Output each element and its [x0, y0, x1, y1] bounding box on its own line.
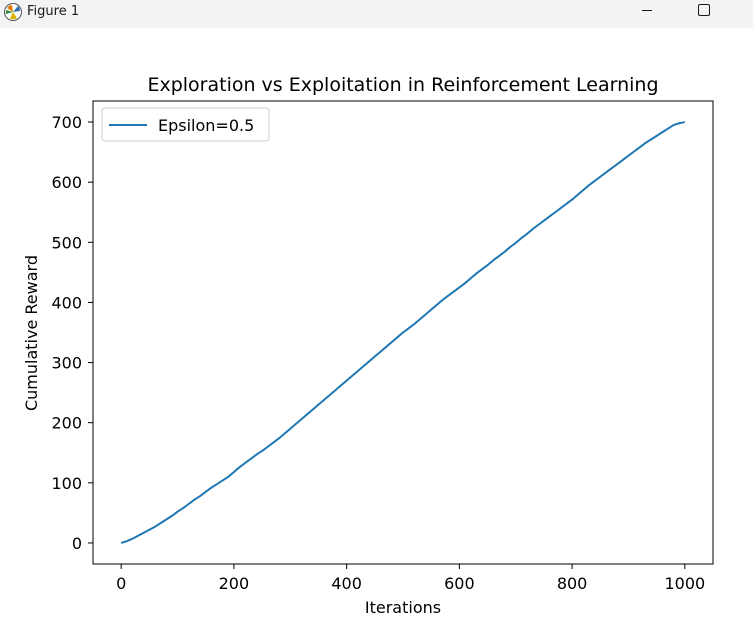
figure-canvas: Exploration vs Exploitation in Reinforce… [22, 74, 714, 617]
y-axis-ticks: 0 100 200 300 400 500 600 700 [51, 113, 93, 553]
legend: Epsilon=0.5 [101, 107, 270, 142]
y-tick-label: 200 [51, 414, 82, 433]
y-tick-label: 400 [51, 293, 82, 312]
y-tick-label: 300 [51, 354, 82, 373]
x-axis-ticks: 0 200 400 600 800 1000 [116, 564, 705, 593]
x-axis-label: Iterations [365, 598, 441, 617]
plot-area-frame [92, 100, 714, 565]
y-tick-label: 500 [51, 233, 82, 252]
series-line-epsilon [120, 121, 686, 544]
y-tick-label: 700 [51, 113, 82, 132]
matplotlib-logo-icon [4, 3, 22, 21]
x-tick-label: 400 [331, 574, 362, 593]
x-tick-label: 1000 [664, 574, 705, 593]
x-tick-label: 800 [557, 574, 588, 593]
title-bar: Figure 1 [0, 0, 753, 28]
x-tick-label: 200 [219, 574, 250, 593]
legend-label: Epsilon=0.5 [158, 116, 254, 135]
chart-title: Exploration vs Exploitation in Reinforce… [147, 74, 658, 96]
y-tick-label: 600 [51, 173, 82, 192]
y-tick-label: 0 [72, 534, 82, 553]
x-tick-label: 600 [444, 574, 475, 593]
window-title: Figure 1 [27, 4, 80, 19]
y-axis-label: Cumulative Reward [22, 255, 41, 411]
maximize-button[interactable] [681, 0, 727, 28]
y-tick-label: 100 [51, 474, 82, 493]
minimize-button[interactable] [624, 0, 670, 28]
legend-box [101, 107, 270, 142]
x-tick-label: 0 [116, 574, 126, 593]
